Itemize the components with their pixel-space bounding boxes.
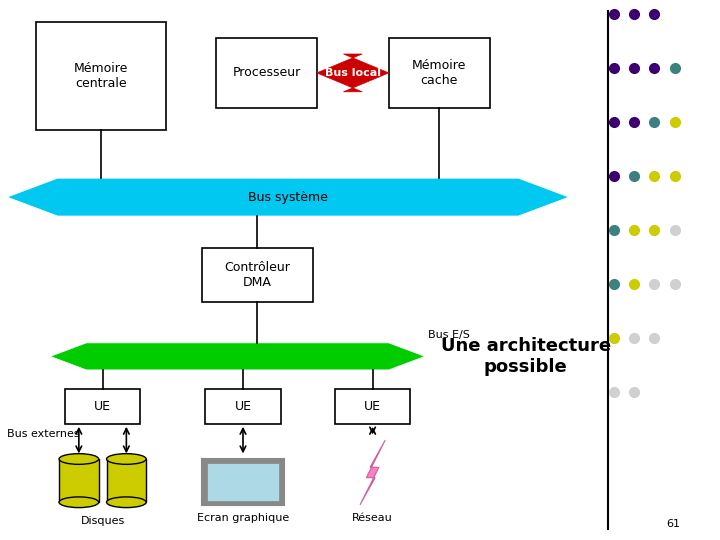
Bar [202,248,313,302]
Polygon shape [7,178,569,216]
Text: UE: UE [364,400,381,413]
Ellipse shape [59,454,99,464]
Bar [389,38,490,108]
Text: 61: 61 [667,519,680,529]
Text: Bus E/S: Bus E/S [428,330,470,340]
Text: Mémoire
cache: Mémoire cache [412,59,467,87]
Text: Bus local: Bus local [325,68,381,78]
Bar [335,389,410,424]
Polygon shape [50,343,425,370]
Bar [205,389,281,424]
Text: Ecran graphique: Ecran graphique [197,513,289,523]
Bar [107,459,146,502]
Ellipse shape [59,497,99,508]
Bar [65,389,140,424]
Text: UE: UE [235,400,251,413]
Text: UE: UE [94,400,111,413]
Bar [36,22,166,130]
Polygon shape [360,440,385,505]
Text: Disques: Disques [81,516,125,526]
Text: Mémoire
centrale: Mémoire centrale [73,62,128,90]
Text: Bus externes: Bus externes [7,429,80,440]
Text: Contrôleur
DMA: Contrôleur DMA [225,261,290,289]
Polygon shape [317,54,389,92]
Text: Processeur: Processeur [233,66,300,79]
Bar [216,38,317,108]
Bar [202,459,284,505]
Text: Une architecture
possible: Une architecture possible [441,337,611,376]
Ellipse shape [107,497,146,508]
Text: Bus système: Bus système [248,191,328,204]
Text: Réseau: Réseau [352,513,393,523]
Bar [59,459,99,502]
Ellipse shape [107,454,146,464]
Bar [207,463,279,501]
